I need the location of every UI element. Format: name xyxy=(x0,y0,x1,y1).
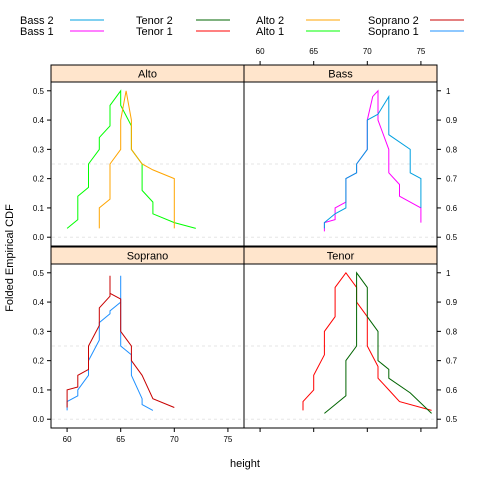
plot-frame xyxy=(243,81,438,247)
series-line xyxy=(324,271,432,414)
y-tick-label: 0.3 xyxy=(33,145,45,154)
x-tick-label: 70 xyxy=(170,435,179,444)
legend-label: Tenor 2 xyxy=(136,15,173,27)
series-line xyxy=(323,89,422,232)
legend-item: Bass 1 xyxy=(20,26,104,38)
series-line xyxy=(66,275,175,408)
y-tick-label: 0.6 xyxy=(446,204,458,213)
legend-label: Soprano 2 xyxy=(368,15,419,27)
bottom-x-axis: 60 65 70 75 xyxy=(63,428,422,444)
right-y-axis: 0.5 0.6 0.7 0.8 0.9 1 0.5 0.6 0.7 0.8 0.9 1 xyxy=(437,87,458,424)
y-tick-label: 0.4 xyxy=(33,116,45,125)
y-tick-label: 0.2 xyxy=(33,175,45,184)
y-tick-label: 0.7 xyxy=(446,175,458,184)
strip-label: Alto xyxy=(138,69,157,81)
panels: Alto Bass Soprano Tenor xyxy=(50,64,438,429)
y-tick-label: 0.3 xyxy=(33,327,45,336)
legend-item: Bass 2 xyxy=(20,15,104,27)
y-tick-label: 0.9 xyxy=(446,298,458,307)
legend-label: Bass 1 xyxy=(20,26,54,38)
legend-label: Bass 2 xyxy=(20,15,54,27)
x-tick-label: 75 xyxy=(223,435,232,444)
legend-label: Tenor 1 xyxy=(136,26,173,38)
legend-item: Soprano 2 xyxy=(368,15,464,27)
strip-label: Bass xyxy=(328,69,353,81)
x-tick-label: 60 xyxy=(63,435,72,444)
y-tick-label: 0.8 xyxy=(446,327,458,336)
y-tick-label: 0.5 xyxy=(446,233,458,242)
x-tick-label: 65 xyxy=(116,435,125,444)
series-line xyxy=(302,271,432,411)
x-tick-label: 75 xyxy=(416,47,425,56)
strip-label: Soprano xyxy=(127,251,169,263)
series-line xyxy=(323,94,422,229)
series-line xyxy=(98,90,175,229)
y-tick-label: 0.2 xyxy=(33,357,45,366)
legend-item: Soprano 1 xyxy=(368,26,464,38)
panel-alto: Alto xyxy=(50,64,245,247)
x-tick-label: 65 xyxy=(309,47,318,56)
y-tick-label: 0.4 xyxy=(33,298,45,307)
y-tick-label: 0.5 xyxy=(33,269,45,278)
left-y-axis: 0.0 0.1 0.2 0.3 0.4 0.5 0.0 0.1 0.2 0.3 0.4 0.5 xyxy=(33,87,51,424)
y-tick-label: 0.8 xyxy=(446,145,458,154)
y-tick-label: 0.5 xyxy=(33,87,45,96)
legend-item: Alto 1 xyxy=(256,26,340,38)
y-tick-label: 1 xyxy=(446,269,451,278)
panel-tenor: Tenor xyxy=(243,246,438,429)
y-tick-label: 0.0 xyxy=(33,415,45,424)
y-tick-label: 0.5 xyxy=(446,415,458,424)
plot-frame xyxy=(243,263,438,429)
top-x-axis: 60 65 70 75 xyxy=(256,47,426,65)
strip-label: Tenor xyxy=(327,251,355,263)
legend-label: Alto 1 xyxy=(256,26,284,38)
x-axis-label: height xyxy=(230,458,260,470)
x-tick-label: 60 xyxy=(256,47,265,56)
legend-item: Tenor 1 xyxy=(136,26,230,38)
legend-item: Tenor 2 xyxy=(136,15,230,27)
y-axis-label: Folded Empirical CDF xyxy=(4,204,16,312)
y-tick-label: 0.0 xyxy=(33,233,45,242)
panel-bass: Bass xyxy=(243,64,438,247)
y-tick-label: 0.7 xyxy=(446,357,458,366)
legend-item: Alto 2 xyxy=(256,15,340,27)
y-tick-label: 0.1 xyxy=(33,386,45,395)
x-tick-label: 70 xyxy=(363,47,372,56)
legend-label: Soprano 1 xyxy=(368,26,419,38)
panel-soprano: Soprano xyxy=(50,246,245,429)
series-line xyxy=(66,275,154,411)
legend-label: Alto 2 xyxy=(256,15,284,27)
series-line xyxy=(66,89,196,229)
y-tick-label: 0.6 xyxy=(446,386,458,395)
y-tick-label: 0.9 xyxy=(446,116,458,125)
y-tick-label: 1 xyxy=(446,87,451,96)
y-tick-label: 0.1 xyxy=(33,204,45,213)
